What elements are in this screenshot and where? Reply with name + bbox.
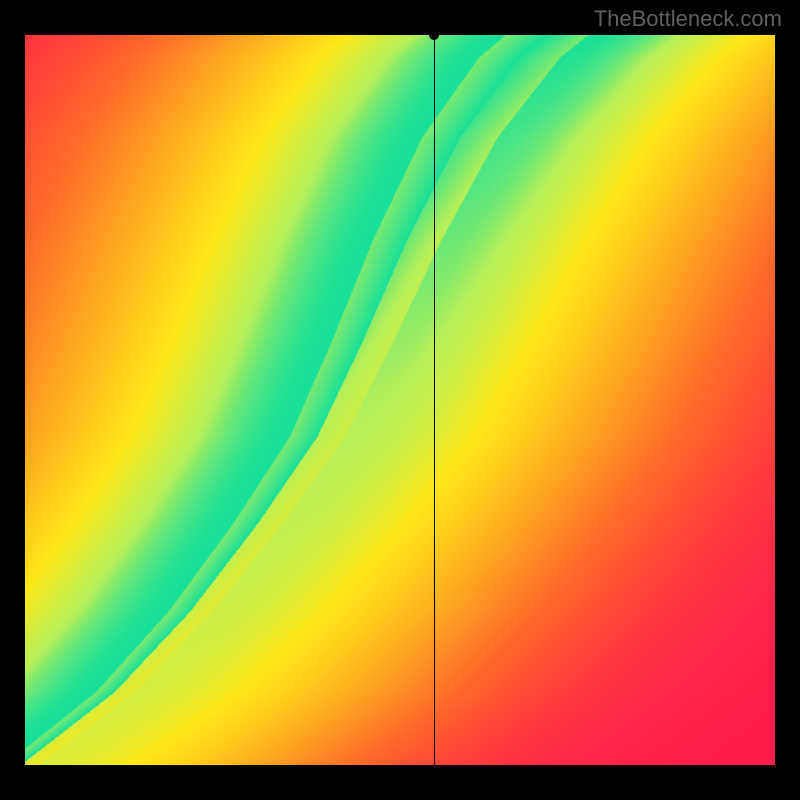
heatmap-canvas xyxy=(25,35,775,765)
heatmap-plot xyxy=(25,35,775,765)
watermark-text: TheBottleneck.com xyxy=(594,6,782,32)
marker-vertical-line xyxy=(434,35,435,765)
marker-dot xyxy=(429,30,439,40)
